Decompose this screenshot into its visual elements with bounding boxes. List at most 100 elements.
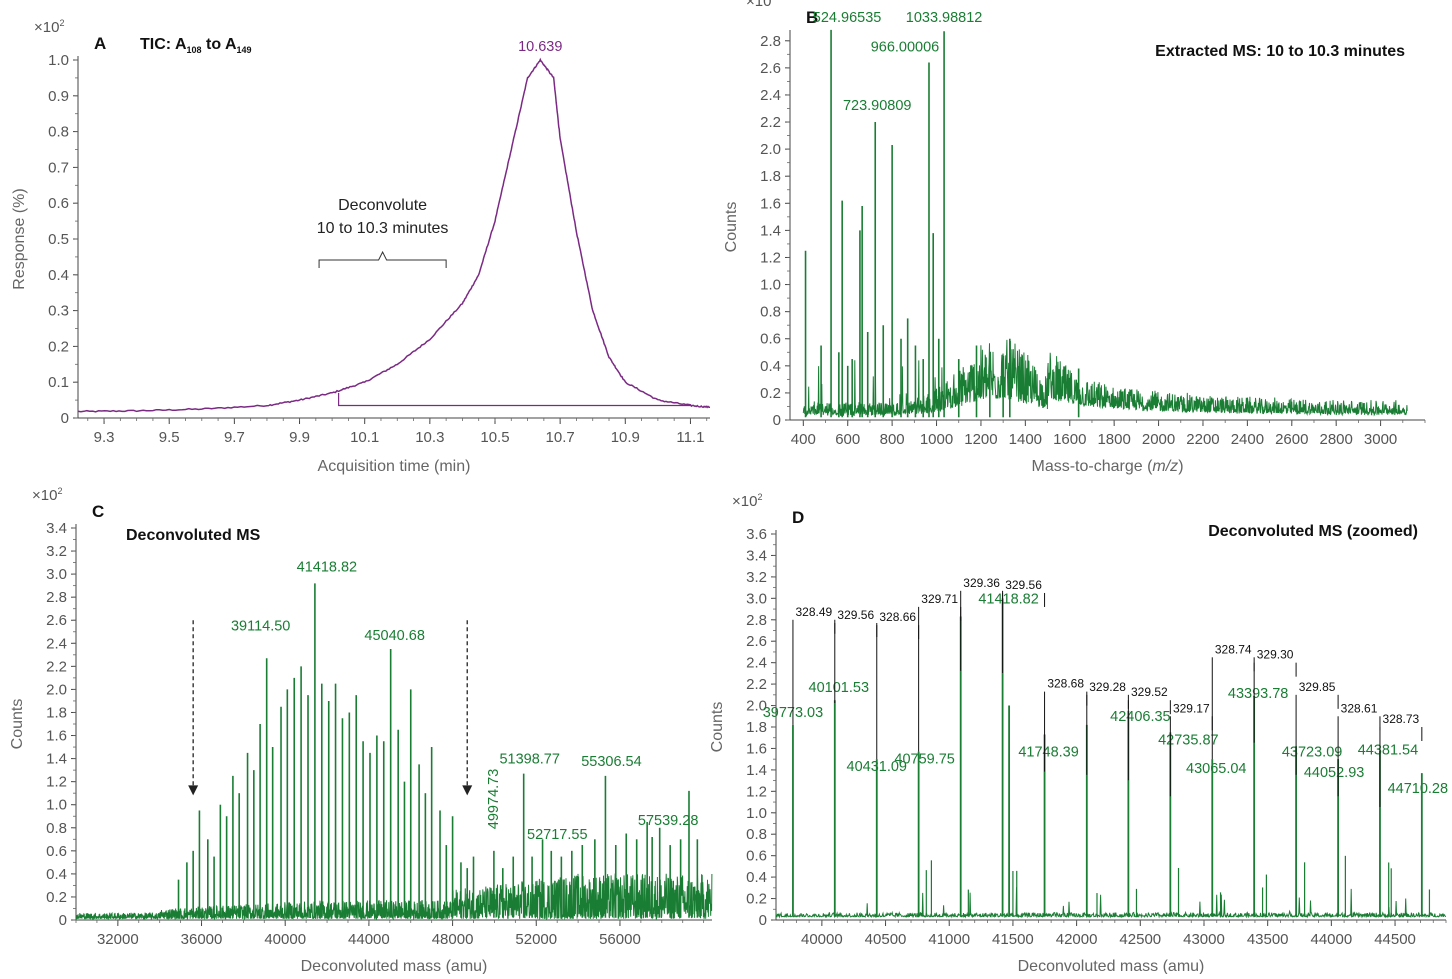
y-tick-label: 0.2 (46, 889, 67, 906)
x-tick-label: 44000 (1311, 931, 1353, 948)
peak-label: 10.639 (518, 39, 562, 55)
y-tick-label: 1.2 (746, 783, 767, 800)
peak-label: 43393.78 (1228, 686, 1288, 702)
x-tick-label: 41000 (928, 931, 970, 948)
x-tick-label: 43500 (1247, 931, 1289, 948)
x-tick-label: 56000 (599, 931, 641, 948)
y-tick-label: 2.0 (46, 681, 67, 698)
x-tick-label: 42000 (1056, 931, 1098, 948)
x-tick-label: 42500 (1119, 931, 1161, 948)
panel-c: 32000 36000 40000 44000 48000 52000 56000 0 0.2 0… (9, 486, 713, 975)
x-tick-label: 3000 (1364, 431, 1397, 448)
peak-label: 44381.54 (1358, 743, 1418, 759)
panel-letter: C (92, 502, 104, 521)
y-tick-label: 1.2 (46, 774, 67, 791)
x-tick-label: 32000 (97, 931, 139, 948)
peak-label: 41418.82 (297, 559, 357, 575)
x-tick-label: 2600 (1275, 431, 1308, 448)
y-multiplier-exponent: 2 (59, 18, 64, 28)
y-multiplier: ×102 (32, 486, 62, 504)
y-tick-label: 2.6 (746, 633, 767, 650)
y-tick-label: 2.4 (760, 87, 781, 104)
series-trace (775, 887, 1447, 919)
y-tick-label: 1.8 (46, 704, 67, 721)
arrow-head (188, 785, 199, 796)
x-tick-label: 1600 (1053, 431, 1086, 448)
x-tick-label: 400 (791, 431, 816, 448)
peak-label: 40759.75 (894, 752, 954, 768)
spacing-label: 328.49 (796, 605, 833, 619)
peak-group (804, 29, 1080, 418)
y-tick-label: 0.4 (46, 866, 67, 883)
y-tick-label: 1.6 (746, 740, 767, 757)
spacing-label: 329.56 (1005, 578, 1042, 592)
y-tick-label: 0.6 (48, 195, 69, 212)
y-tick-label: 2.8 (46, 589, 67, 606)
y-tick-label: 0 (59, 912, 67, 929)
peak-label: 42406.35 (1110, 709, 1170, 725)
y-tick-label: 2.0 (746, 698, 767, 715)
peak-label: 44052.93 (1304, 765, 1364, 781)
y-tick-label: 0.2 (746, 891, 767, 908)
y-tick-label: 0 (773, 412, 781, 429)
y-tick-label: 0.5 (48, 231, 69, 248)
chart-title: Deconvoluted MS (zoomed) (1208, 523, 1418, 540)
peak-label: 723.90809 (843, 98, 912, 114)
x-tick-label: 1800 (1097, 431, 1130, 448)
y-tick-label: 1.8 (746, 719, 767, 736)
y-tick-label: 3.4 (46, 520, 67, 537)
x-axis-title: Deconvoluted mass (amu) (1018, 958, 1205, 974)
y-tick-label: 0.2 (760, 385, 781, 402)
panel-letter: D (792, 508, 804, 527)
y-tick-label: 2.4 (46, 635, 67, 652)
y-tick-label: 1.0 (746, 805, 767, 822)
y-tick-label: 0.8 (48, 124, 69, 141)
y-tick-label: 3.0 (746, 590, 767, 607)
chart-title-part: 108 (187, 45, 202, 55)
x-tick-label: 10.5 (480, 429, 509, 446)
peak-label: 43723.09 (1282, 744, 1342, 760)
x-tick-label: 52000 (515, 931, 557, 948)
y-multiplier: ×103 (746, 0, 776, 10)
y-tick-label: 1.4 (746, 762, 767, 779)
y-tick-label: 0 (759, 912, 767, 929)
x-axis-title-italic: m/z (1152, 458, 1178, 475)
x-tick-label: 11.1 (676, 429, 704, 446)
y-multiplier: ×102 (34, 18, 64, 36)
x-tick-label: 10.9 (611, 429, 640, 446)
x-tick-label: 1000 (920, 431, 953, 448)
y-tick-label: 2.6 (760, 60, 781, 77)
annotation-line: 10 to 10.3 minutes (317, 220, 449, 237)
x-tick-label: 1400 (1009, 431, 1042, 448)
chart-title-part: TIC: A (140, 36, 187, 53)
y-tick-label: 0.8 (760, 304, 781, 321)
y-tick-label: 1.0 (48, 52, 69, 69)
chart-title: TIC: A108 to A149 (140, 36, 252, 55)
chart-title-part: 149 (237, 45, 252, 55)
peak-label: 51398.77 (499, 752, 559, 768)
x-tick-label: 9.3 (94, 429, 115, 446)
panel-d: 40000 40500 41000 41500 42000 42500 43000 43500… (709, 492, 1448, 975)
y-tick-label: 0.4 (746, 869, 767, 886)
y-axis-title: Response (%) (11, 188, 28, 289)
y-tick-label: 2.2 (46, 658, 67, 675)
spacing-label: 328.74 (1215, 642, 1252, 656)
y-tick-label: 3.6 (746, 526, 767, 543)
series-trace (802, 339, 1408, 418)
peak-label: 40431.09 (847, 759, 907, 775)
y-tick-label: 1.8 (760, 168, 781, 185)
y-tick-label: 1.0 (760, 277, 781, 294)
x-tick-label: 41500 (992, 931, 1034, 948)
y-tick-label: 3.0 (46, 566, 67, 583)
y-tick-label: 0 (61, 410, 69, 427)
x-tick-label: 10.1 (350, 429, 379, 446)
y-tick-label: 0.9 (48, 88, 69, 105)
x-axis-title: Deconvoluted mass (amu) (301, 958, 488, 974)
y-tick-label: 3.4 (746, 547, 767, 564)
y-tick-label: 1.0 (46, 797, 67, 814)
peak-label: 524.96535 (813, 10, 882, 26)
x-axis-title: Mass-to-charge (m/z) (1031, 458, 1183, 475)
x-tick-label: 48000 (432, 931, 474, 948)
peak-label: 43065.04 (1186, 761, 1246, 777)
